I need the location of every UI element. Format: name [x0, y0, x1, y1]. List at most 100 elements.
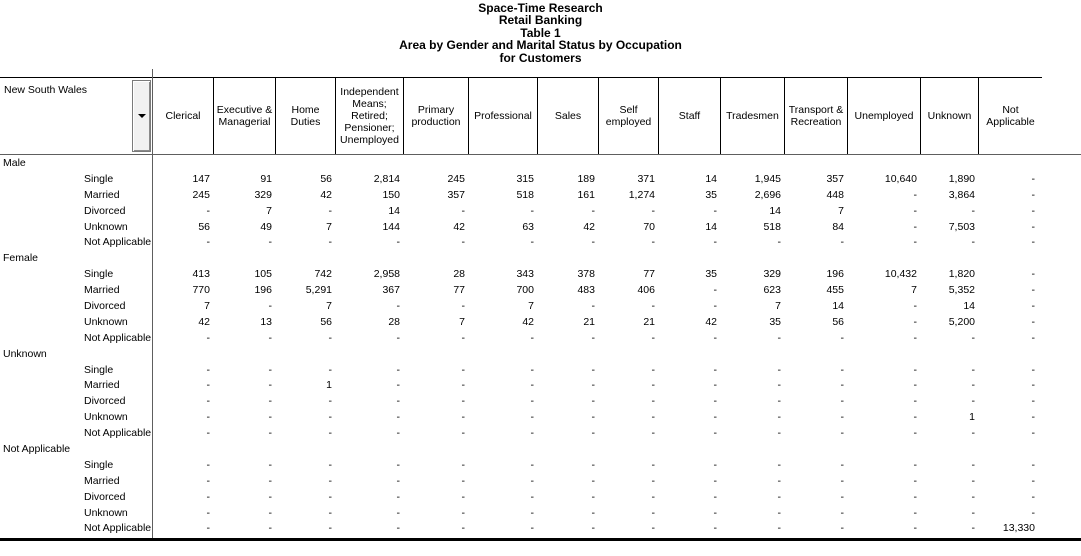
data-cell[interactable]: -: [713, 331, 718, 344]
column-header-unemployed[interactable]: Unemployed: [847, 77, 920, 154]
data-cell[interactable]: -: [777, 363, 782, 376]
data-cell[interactable]: -: [591, 236, 596, 249]
data-cell[interactable]: -: [1031, 411, 1036, 424]
data-cell[interactable]: 5,291: [305, 284, 332, 297]
data-cell[interactable]: [275, 442, 335, 458]
data-cell[interactable]: -: [1031, 284, 1036, 297]
row-label[interactable]: Divorced: [84, 490, 126, 503]
data-cell[interactable]: 7: [326, 300, 332, 313]
data-cell[interactable]: -: [396, 522, 401, 535]
data-cell[interactable]: -: [461, 506, 466, 519]
data-cell[interactable]: -: [913, 204, 918, 217]
data-cell[interactable]: -: [328, 474, 333, 487]
data-cell[interactable]: -: [461, 331, 466, 344]
column-header-independent-means-retired-pensioner-unemployed[interactable]: Independent Means; Retired; Pensioner; U…: [335, 77, 403, 154]
data-cell[interactable]: -: [713, 474, 718, 487]
data-cell[interactable]: -: [591, 522, 596, 535]
data-cell[interactable]: -: [713, 204, 718, 217]
data-cell[interactable]: 35: [705, 188, 717, 201]
data-cell[interactable]: 77: [643, 268, 655, 281]
data-cell[interactable]: -: [591, 204, 596, 217]
data-cell[interactable]: -: [530, 506, 535, 519]
data-cell[interactable]: -: [651, 427, 656, 440]
data-cell[interactable]: -: [840, 458, 845, 471]
data-cell[interactable]: 455: [826, 284, 844, 297]
data-cell[interactable]: [468, 442, 537, 458]
data-cell[interactable]: -: [461, 379, 466, 392]
data-cell[interactable]: -: [651, 379, 656, 392]
data-cell[interactable]: 21: [643, 315, 655, 328]
data-cell[interactable]: -: [651, 411, 656, 424]
data-cell[interactable]: 7: [459, 315, 465, 328]
data-cell[interactable]: -: [328, 506, 333, 519]
data-cell[interactable]: 14: [769, 204, 781, 217]
data-cell[interactable]: 14: [832, 300, 844, 313]
data-cell[interactable]: -: [396, 490, 401, 503]
data-cell[interactable]: [978, 347, 1042, 363]
data-cell[interactable]: -: [591, 300, 596, 313]
data-cell[interactable]: -: [268, 506, 273, 519]
data-cell[interactable]: -: [713, 300, 718, 313]
data-cell[interactable]: -: [971, 363, 976, 376]
data-cell[interactable]: 742: [314, 268, 332, 281]
data-cell[interactable]: -: [461, 395, 466, 408]
data-cell[interactable]: -: [840, 363, 845, 376]
data-cell[interactable]: -: [971, 204, 976, 217]
data-cell[interactable]: 1,890: [948, 172, 975, 185]
data-cell[interactable]: 14: [388, 204, 400, 217]
data-cell[interactable]: 28: [453, 268, 465, 281]
data-cell[interactable]: -: [840, 427, 845, 440]
data-cell[interactable]: -: [651, 474, 656, 487]
column-header-unknown[interactable]: Unknown: [920, 77, 978, 154]
data-cell[interactable]: 7: [266, 204, 272, 217]
data-cell[interactable]: [920, 251, 978, 267]
data-cell[interactable]: [403, 156, 468, 172]
data-cell[interactable]: -: [591, 395, 596, 408]
data-cell[interactable]: 56: [198, 220, 210, 233]
data-cell[interactable]: [275, 347, 335, 363]
row-label[interactable]: Single: [84, 268, 114, 281]
data-cell[interactable]: -: [328, 427, 333, 440]
data-cell[interactable]: -: [591, 411, 596, 424]
data-cell[interactable]: [658, 442, 720, 458]
data-cell[interactable]: 35: [769, 315, 781, 328]
data-cell[interactable]: -: [913, 220, 918, 233]
data-cell[interactable]: -: [530, 490, 535, 503]
data-cell[interactable]: 7: [838, 204, 844, 217]
data-cell[interactable]: -: [840, 395, 845, 408]
row-label[interactable]: Unknown: [84, 411, 128, 424]
data-cell[interactable]: -: [530, 236, 535, 249]
data-cell[interactable]: -: [396, 300, 401, 313]
data-cell[interactable]: -: [530, 458, 535, 471]
data-cell[interactable]: -: [777, 522, 782, 535]
data-cell[interactable]: -: [268, 458, 273, 471]
data-cell[interactable]: [847, 156, 920, 172]
data-cell[interactable]: 367: [382, 284, 400, 297]
data-cell[interactable]: 518: [516, 188, 534, 201]
data-cell[interactable]: [658, 251, 720, 267]
data-cell[interactable]: -: [530, 395, 535, 408]
data-cell[interactable]: 2,696: [754, 188, 781, 201]
data-cell[interactable]: 189: [577, 172, 595, 185]
data-cell[interactable]: 196: [254, 284, 272, 297]
row-group-label[interactable]: Female: [3, 252, 39, 265]
column-header-self-employed[interactable]: Self employed: [598, 77, 658, 154]
data-cell[interactable]: 3,864: [948, 188, 975, 201]
data-cell[interactable]: -: [268, 331, 273, 344]
data-cell[interactable]: 7: [528, 300, 534, 313]
data-cell[interactable]: -: [328, 522, 333, 535]
data-cell[interactable]: -: [971, 236, 976, 249]
data-cell[interactable]: [335, 156, 403, 172]
data-cell[interactable]: -: [1031, 474, 1036, 487]
data-cell[interactable]: [403, 442, 468, 458]
data-cell[interactable]: 406: [637, 284, 655, 297]
data-cell[interactable]: -: [913, 506, 918, 519]
data-cell[interactable]: 700: [516, 284, 534, 297]
data-cell[interactable]: -: [206, 204, 211, 217]
data-cell[interactable]: 1: [326, 379, 332, 392]
data-cell[interactable]: 5,352: [948, 284, 975, 297]
data-cell[interactable]: -: [1031, 490, 1036, 503]
data-cell[interactable]: -: [396, 411, 401, 424]
data-cell[interactable]: [920, 442, 978, 458]
data-cell[interactable]: [978, 442, 1042, 458]
